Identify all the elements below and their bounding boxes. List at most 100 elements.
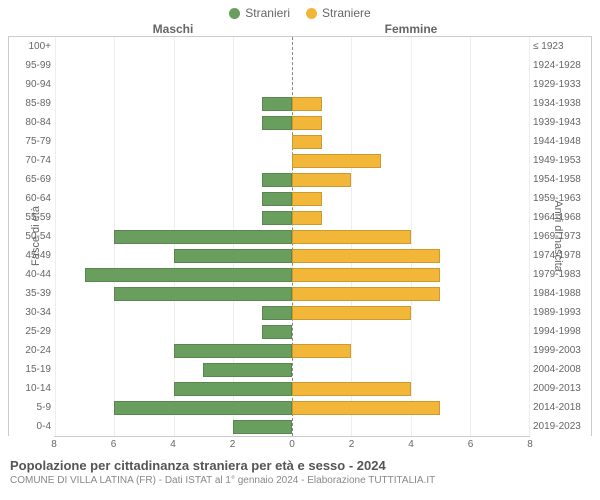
bar-zone: [55, 151, 529, 170]
birth-year-label: 2009-2013: [529, 383, 591, 394]
pyramid-row: 90-94 1929-1933: [9, 75, 591, 94]
birth-year-label: 1949-1953: [529, 155, 591, 166]
bar-male: [262, 97, 292, 111]
x-tick: 8: [51, 439, 57, 450]
age-label: 40-44: [9, 269, 55, 280]
bar-male: [174, 382, 293, 396]
birth-year-label: 1924-1928: [529, 60, 591, 71]
section-label-female: Femmine: [292, 22, 530, 36]
pyramid-row: 10-14 2009-2013: [9, 379, 591, 398]
chart-footer: Popolazione per cittadinanza straniera p…: [10, 458, 590, 486]
age-label: 85-89: [9, 98, 55, 109]
birth-year-label: 2019-2023: [529, 421, 591, 432]
birth-year-label: 1954-1958: [529, 174, 591, 185]
bar-female: [292, 287, 440, 301]
age-label: 70-74: [9, 155, 55, 166]
pyramid-row: 20-24 1999-2003: [9, 341, 591, 360]
bar-female: [292, 173, 351, 187]
birth-year-label: 1939-1943: [529, 117, 591, 128]
bar-male: [174, 344, 293, 358]
bar-male: [262, 116, 292, 130]
pyramid-row: 75-79 1944-1948: [9, 132, 591, 151]
x-tick: 2: [349, 439, 355, 450]
birth-year-label: 1969-1973: [529, 231, 591, 242]
age-label: 90-94: [9, 79, 55, 90]
birth-year-label: 1974-1978: [529, 250, 591, 261]
x-tick: 8: [527, 439, 533, 450]
bar-zone: [55, 303, 529, 322]
pyramid-row: 85-891934-1938: [9, 94, 591, 113]
bar-female: [292, 154, 381, 168]
age-label: 0-4: [9, 421, 55, 432]
birth-year-label: 2004-2008: [529, 364, 591, 375]
pyramid-row: 5-9 2014-2018: [9, 398, 591, 417]
grid-line: [529, 37, 530, 436]
bar-female: [292, 268, 440, 282]
pyramid-row: 30-341989-1993: [9, 303, 591, 322]
age-label: 30-34: [9, 307, 55, 318]
birth-year-label: ≤ 1923: [529, 41, 591, 52]
birth-year-label: 1944-1948: [529, 136, 591, 147]
bar-female: [292, 97, 322, 111]
bar-zone: [55, 398, 529, 417]
bar-male: [174, 249, 293, 263]
age-label: 75-79: [9, 136, 55, 147]
age-label: 35-39: [9, 288, 55, 299]
age-label: 20-24: [9, 345, 55, 356]
age-label: 80-84: [9, 117, 55, 128]
pyramid-row: 35-391984-1988: [9, 284, 591, 303]
legend-item-male: Stranieri: [229, 6, 290, 20]
bar-zone: [55, 246, 529, 265]
bar-male: [262, 325, 292, 339]
bar-male: [262, 173, 292, 187]
bars-container: 100+≤ 1923 95-99 1924-1928 90-94 1929-1933 85…: [8, 36, 592, 436]
age-label: 65-69: [9, 174, 55, 185]
chart-title: Popolazione per cittadinanza straniera p…: [10, 458, 590, 473]
pyramid-row: 65-69 1954-1958: [9, 170, 591, 189]
bar-male: [114, 401, 292, 415]
bar-zone: [55, 56, 529, 75]
legend-label-female: Straniere: [322, 6, 371, 20]
birth-year-label: 2014-2018: [529, 402, 591, 413]
x-tick: 2: [230, 439, 236, 450]
bar-zone: [55, 132, 529, 151]
pyramid-row: 60-641959-1963: [9, 189, 591, 208]
bar-zone: [55, 37, 529, 56]
birth-year-label: 1929-1933: [529, 79, 591, 90]
pyramid-row: 0-4 2019-2023: [9, 417, 591, 436]
section-headers: Maschi Femmine: [8, 22, 592, 36]
bar-zone: [55, 322, 529, 341]
bar-female: [292, 306, 411, 320]
swatch-female: [306, 8, 317, 19]
bar-zone: [55, 208, 529, 227]
pyramid-row: 15-192004-2008: [9, 360, 591, 379]
bar-zone: [55, 417, 529, 436]
swatch-male: [229, 8, 240, 19]
bar-female: [292, 382, 411, 396]
bar-female: [292, 135, 322, 149]
legend-label-male: Stranieri: [245, 6, 290, 20]
bar-female: [292, 230, 411, 244]
pyramid-row: 25-291994-1998: [9, 322, 591, 341]
birth-year-label: 1999-2003: [529, 345, 591, 356]
bar-zone: [55, 113, 529, 132]
age-label: 95-99: [9, 60, 55, 71]
bar-zone: [55, 94, 529, 113]
bar-male: [262, 211, 292, 225]
chart-subtitle: COMUNE DI VILLA LATINA (FR) - Dati ISTAT…: [10, 475, 590, 486]
x-tick: 6: [111, 439, 117, 450]
bar-male: [203, 363, 292, 377]
birth-year-label: 1964-1968: [529, 212, 591, 223]
bar-zone: [55, 265, 529, 284]
bar-male: [233, 420, 292, 434]
bar-zone: [55, 360, 529, 379]
age-label: 5-9: [9, 402, 55, 413]
legend: Stranieri Straniere: [0, 0, 600, 22]
pyramid-row: 95-99 1924-1928: [9, 56, 591, 75]
bar-male: [114, 230, 292, 244]
birth-year-label: 1979-1983: [529, 269, 591, 280]
pyramid-row: 40-44 1979-1983: [9, 265, 591, 284]
age-label: 10-14: [9, 383, 55, 394]
pyramid-row: 100+≤ 1923: [9, 37, 591, 56]
bar-female: [292, 401, 440, 415]
